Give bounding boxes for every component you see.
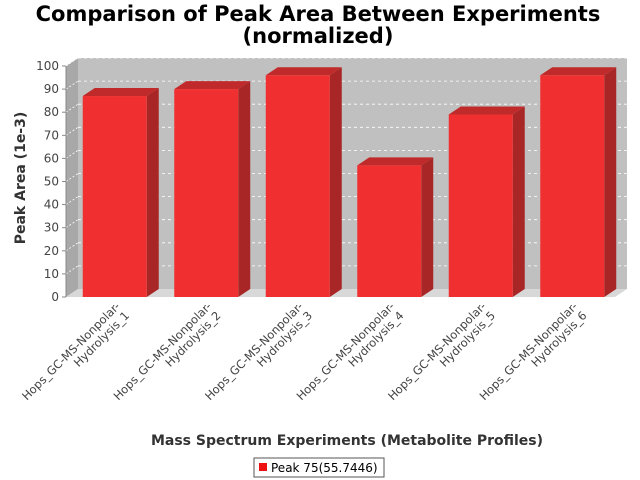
bar-front bbox=[82, 96, 147, 297]
y-axis-label: Peak Area (1e-3) bbox=[13, 112, 29, 245]
bar-front bbox=[540, 75, 605, 298]
x-axis-categories: Hops_GC-MS-Nonpolar-Hydrolysis_1Hops_GC-… bbox=[19, 299, 590, 403]
y-tick-label: 0 bbox=[51, 290, 59, 304]
gridline-side bbox=[65, 80, 79, 90]
bar-side bbox=[238, 81, 251, 297]
gridline-side bbox=[65, 150, 79, 159]
bar-side bbox=[604, 67, 617, 298]
gridline-side bbox=[65, 126, 79, 136]
bar-top bbox=[174, 81, 251, 90]
legend-box bbox=[253, 457, 385, 478]
bar-front bbox=[174, 89, 239, 297]
gridline-side bbox=[65, 265, 79, 275]
y-axis-ticks: 0 10 20 30 40 50 60 70 80 90 100 bbox=[36, 59, 67, 304]
bar bbox=[448, 106, 525, 297]
bar bbox=[265, 67, 342, 298]
bar-side bbox=[421, 157, 434, 297]
y-tick-label: 100 bbox=[36, 59, 59, 73]
bar-top bbox=[448, 106, 525, 115]
legend-swatch bbox=[259, 463, 267, 471]
bar-front bbox=[448, 114, 513, 297]
bar-top bbox=[82, 88, 159, 97]
bar-side bbox=[146, 88, 159, 297]
x-tick-label-line: Hops_GC-MS-Nonpolar- bbox=[19, 299, 123, 403]
y-tick-label: 30 bbox=[44, 221, 59, 235]
gridline-side bbox=[65, 219, 79, 229]
bar-top bbox=[265, 67, 342, 76]
bar-side bbox=[329, 67, 342, 298]
y-tick-label: 90 bbox=[44, 82, 59, 96]
y-tick-label: 40 bbox=[44, 198, 59, 212]
chart-title-line2: (normalized) bbox=[243, 24, 394, 48]
bar bbox=[174, 81, 251, 297]
x-axis-label: Mass Spectrum Experiments (Metabolite Pr… bbox=[151, 433, 543, 449]
legend-entry: Peak 75(55.7446) bbox=[271, 461, 378, 475]
y-tick-label: 80 bbox=[44, 105, 59, 119]
bar-top bbox=[357, 157, 434, 166]
bar-side bbox=[512, 106, 525, 297]
chart-title-line1: Comparison of Peak Area Between Experime… bbox=[36, 2, 601, 26]
gridline-side bbox=[65, 57, 79, 67]
gridline-side bbox=[65, 173, 79, 182]
y-tick-label: 60 bbox=[44, 151, 59, 165]
bar-top bbox=[540, 67, 617, 76]
y-tick-label: 70 bbox=[44, 128, 59, 142]
y-tick-label: 20 bbox=[44, 244, 59, 258]
y-tick-label: 10 bbox=[44, 267, 59, 281]
bar bbox=[82, 88, 159, 297]
bar-front bbox=[357, 165, 422, 297]
bars bbox=[82, 67, 617, 298]
legend: Peak 75(55.7446) bbox=[253, 457, 385, 478]
gridline-side bbox=[65, 242, 79, 252]
bar bbox=[357, 157, 434, 297]
plot-left-wall bbox=[66, 58, 78, 297]
y-tick-label: 50 bbox=[44, 175, 59, 189]
bar-front bbox=[265, 75, 330, 298]
bar bbox=[540, 67, 617, 298]
gridline-side bbox=[65, 103, 79, 113]
gridline-side bbox=[65, 196, 79, 205]
